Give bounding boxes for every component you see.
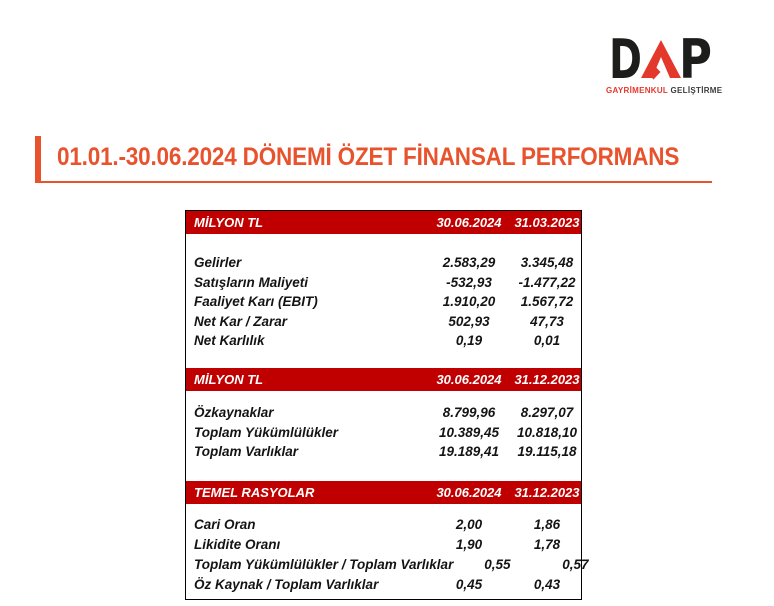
row-value: 10.818,10 — [516, 424, 578, 440]
section-header-label: MİLYON TL — [194, 215, 264, 230]
row-value: 10.389,45 — [438, 424, 500, 440]
table-row: Toplam Varlıklar 19.189,41 19.115,18 — [186, 442, 581, 462]
financial-summary-table: MİLYON TL 30.06.2024 31.03.2023 Gelirler… — [185, 210, 588, 600]
table-row: Toplam Yükümlülükler 10.389,45 10.818,10 — [186, 423, 581, 443]
table-row: Öz Kaynak / Toplam Varlıklar 0,45 0,43 — [186, 575, 581, 595]
table-row: Gelirler 2.583,29 3.345,48 — [186, 253, 581, 273]
brand-logo: D P GAYRİMENKUL GELİŞTİRME — [606, 38, 722, 95]
row-label: Likidite Oranı — [194, 537, 281, 552]
title-underline — [35, 181, 712, 183]
section-header-label: MİLYON TL — [194, 372, 264, 387]
column-header-date: 31.12.2023 — [514, 372, 580, 387]
row-value: 1,86 — [533, 517, 561, 532]
table-section-header: MİLYON TL 30.06.2024 31.03.2023 — [186, 211, 581, 234]
column-header-date: 30.06.2024 — [436, 215, 502, 230]
row-value: 0,57 — [562, 557, 589, 572]
row-value: 19.115,18 — [517, 444, 577, 460]
row-label: Satışların Maliyeti — [194, 274, 309, 290]
table-section-header: MİLYON TL 30.06.2024 31.12.2023 — [186, 368, 581, 391]
table-row: Likidite Oranı 1,90 1,78 — [186, 535, 581, 555]
logo-tagline-primary: GAYRİMENKUL — [606, 86, 668, 95]
row-value: 47,73 — [530, 313, 564, 329]
row-value: 1,90 — [455, 537, 483, 552]
column-header-date: 31.03.2023 — [514, 215, 580, 230]
table-row: Net Karlılık 0,19 0,01 — [186, 331, 581, 351]
row-value: 19.189,41 — [438, 444, 500, 460]
column-header-date: 30.06.2024 — [436, 485, 502, 500]
page-title: 01.01.-30.06.2024 DÖNEMİ ÖZET FİNANSAL P… — [57, 143, 680, 171]
row-value: 8.297,07 — [520, 405, 574, 421]
logo-letter-p: P — [679, 38, 712, 84]
spacer — [186, 351, 581, 369]
row-label: Faaliyet Karı (EBIT) — [194, 294, 318, 310]
row-label: Net Karlılık — [194, 333, 265, 349]
spacer — [186, 462, 581, 482]
table-row: Net Kar / Zarar 502,93 47,73 — [186, 312, 581, 332]
column-header-date: 30.06.2024 — [436, 372, 502, 387]
row-value: 1,78 — [533, 537, 561, 552]
row-value: 1.567,72 — [520, 294, 574, 310]
dap-logo-icon: D P — [609, 38, 712, 84]
row-value: 2.583,29 — [442, 255, 496, 271]
spacer — [186, 504, 581, 515]
row-value: 0,01 — [533, 333, 561, 349]
logo-tagline-secondary: GELİŞTİRME — [670, 86, 723, 95]
dap-diamond-icon — [646, 64, 661, 80]
title-accent-bar — [35, 136, 41, 182]
row-value: 1.910,20 — [442, 294, 496, 310]
row-label: Net Kar / Zarar — [194, 313, 288, 329]
table-section-header: TEMEL RASYOLAR 30.06.2024 31.12.2023 — [186, 481, 581, 504]
section-header-label: TEMEL RASYOLAR — [194, 485, 315, 500]
table-row: Cari Oran 2,00 1,86 — [186, 515, 581, 535]
row-label: Özkaynaklar — [194, 405, 274, 421]
table-row: Satışların Maliyeti -532,93 -1.477,22 — [186, 273, 581, 293]
row-value: 0,55 — [484, 557, 511, 572]
row-label: Gelirler — [194, 255, 242, 271]
logo-tagline: GAYRİMENKUL GELİŞTİRME — [606, 86, 722, 95]
spacer — [186, 234, 581, 253]
row-value: 502,93 — [448, 313, 490, 329]
row-label: Öz Kaynak / Toplam Varlıklar — [194, 577, 379, 592]
row-value: -1.477,22 — [518, 274, 576, 290]
row-value: -532,93 — [446, 274, 492, 290]
row-value: 3.345,48 — [520, 255, 574, 271]
row-value: 8.799,96 — [442, 405, 496, 421]
row-value: 0,43 — [533, 577, 561, 592]
row-value: 2,00 — [455, 517, 483, 532]
table-row: Faaliyet Karı (EBIT) 1.910,20 1.567,72 — [186, 292, 581, 312]
row-label: Toplam Yükümlülükler / Toplam Varlıklar — [194, 557, 454, 572]
table-row: Toplam Yükümlülükler / Toplam Varlıklar … — [186, 555, 588, 575]
row-label: Toplam Yükümlülükler — [194, 424, 339, 440]
row-label: Cari Oran — [194, 517, 256, 532]
row-label: Toplam Varlıklar — [194, 444, 299, 460]
table-row: Özkaynaklar 8.799,96 8.297,07 — [186, 403, 581, 423]
row-value: 0,19 — [455, 333, 483, 349]
logo-letter-d: D — [609, 38, 642, 84]
column-header-date: 31.12.2023 — [514, 485, 580, 500]
row-value: 0,45 — [455, 577, 483, 592]
spacer — [186, 391, 581, 403]
